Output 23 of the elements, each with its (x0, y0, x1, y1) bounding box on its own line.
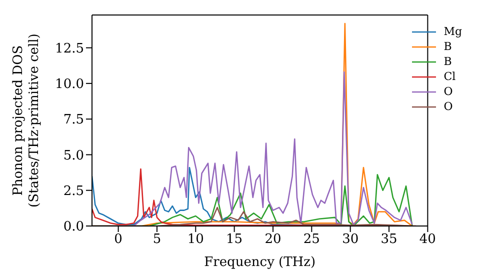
x-tick-label: 15 (226, 232, 243, 248)
y-tick-label: 10.0 (55, 77, 84, 92)
x-tick-label: 5 (152, 232, 162, 248)
x-tick-label: 10 (187, 232, 204, 248)
x-axis-title: Frequency (THz) (204, 255, 316, 270)
x-tick-label: 20 (264, 232, 282, 248)
legend-label: O (444, 99, 453, 114)
y-tick-label: 0.0 (63, 220, 84, 235)
y-tick-label: 12.5 (55, 41, 84, 56)
y-tick-label: 5.0 (63, 148, 84, 164)
y-tick-label: 7.5 (63, 112, 84, 128)
x-tick-label: 25 (303, 232, 320, 248)
x-tick-label: 30 (342, 232, 359, 248)
legend-label: B (444, 39, 452, 54)
legend-label: Cl (444, 69, 456, 84)
y-axis-title: Phonon projected DOS (States/THz·primitive cell) (11, 33, 42, 208)
x-tick-label: 35 (380, 232, 398, 248)
y-tick-label: 2.5 (63, 184, 84, 199)
legend-label: Mg (444, 24, 462, 39)
legend-label: O (444, 84, 453, 99)
x-tick-label: 0 (114, 232, 122, 248)
legend-label: B (444, 54, 452, 69)
x-tick-label: 40 (419, 232, 436, 248)
